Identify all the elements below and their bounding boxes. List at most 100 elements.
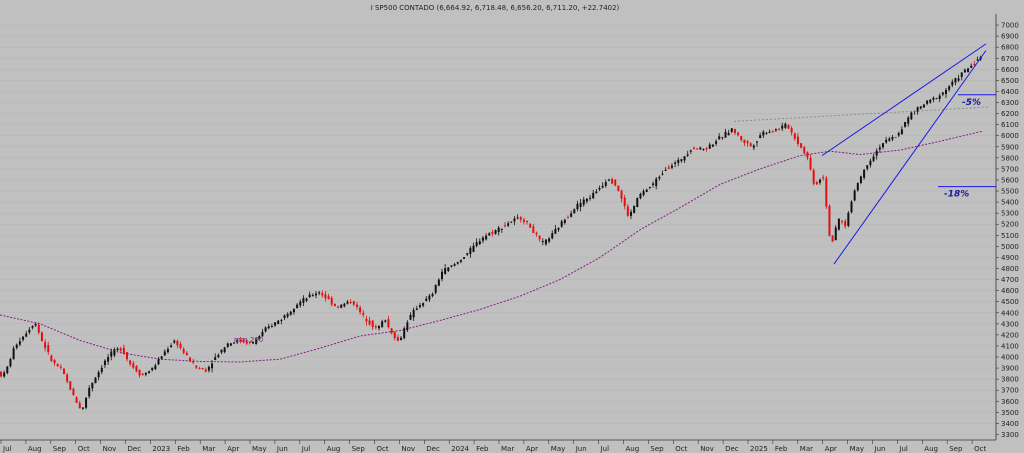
candle-129 (406, 320, 409, 332)
y-tick-label-3700: 3700 (1001, 387, 1019, 395)
candle-134 (422, 302, 425, 308)
candle-48 (151, 367, 154, 372)
x-tick-label-15: Oct (377, 445, 389, 453)
candle-219 (689, 149, 692, 154)
candle-101 (318, 290, 321, 296)
x-tick-label-10: May (252, 445, 266, 453)
candle-232 (730, 128, 733, 134)
candle-242 (762, 130, 765, 139)
y-tick-label-4800: 4800 (1001, 265, 1019, 273)
x-tick-label-18: 2024 (451, 445, 469, 453)
candle-275 (866, 165, 869, 171)
candle-287 (904, 121, 907, 128)
x-tick-label-37: Aug (924, 445, 938, 453)
y-tick-label-6700: 6700 (1001, 55, 1019, 63)
candle-280 (882, 142, 884, 150)
candle-127 (400, 336, 403, 341)
candle-212 (667, 164, 670, 170)
candle-247 (778, 127, 781, 131)
candle-292 (919, 106, 922, 110)
candle-267 (841, 220, 844, 225)
candle-161 (507, 221, 510, 228)
candle-20 (63, 368, 65, 375)
resistance-dotted-line (733, 106, 991, 122)
candle-16 (50, 354, 53, 362)
candle-172 (541, 238, 544, 246)
candle-17 (53, 359, 56, 366)
candle-173 (544, 239, 547, 246)
candle-105 (330, 296, 333, 307)
candle-55 (173, 339, 176, 344)
chart-title: I SP500 CONTADO (6,664.92, 6,718.48, 6,6… (371, 4, 620, 12)
candle-228 (718, 133, 721, 140)
y-tick-label-6400: 6400 (1001, 88, 1019, 96)
x-tick-label-12: Jul (301, 445, 311, 453)
candle-110 (346, 299, 349, 305)
candle-221 (696, 148, 699, 150)
annotation-0: -5% (962, 98, 981, 108)
candle-74 (233, 341, 236, 344)
candle-191 (601, 182, 604, 189)
candle-114 (359, 305, 362, 315)
candle-50 (157, 356, 160, 366)
candle-216 (680, 158, 683, 163)
candle-177 (557, 227, 560, 232)
x-tick-label-0: Jul (2, 445, 12, 453)
candle-63 (198, 366, 201, 370)
candle-176 (554, 225, 557, 235)
y-tick-label-5900: 5900 (1001, 143, 1019, 151)
candle-222 (699, 146, 702, 151)
candle-255 (803, 145, 806, 155)
candle-211 (664, 167, 667, 171)
candle-98 (308, 291, 311, 298)
x-tick-label-16: Nov (401, 445, 415, 453)
candle-170 (535, 231, 538, 237)
candle-196 (617, 185, 620, 192)
candle-309 (973, 60, 976, 67)
candle-220 (693, 146, 695, 150)
candle-163 (513, 216, 516, 226)
y-axis-ticks: 3300 3400 3500 3600 3700 3800 3900 4000 4100 4200… (996, 22, 1019, 439)
candle-8 (25, 331, 28, 338)
candle-164 (516, 214, 519, 220)
candle-119 (374, 324, 377, 330)
x-tick-label-35: Jun (874, 445, 886, 453)
ma-200-line (0, 130, 983, 363)
candle-159 (500, 228, 503, 233)
candle-123 (387, 315, 390, 329)
candle-271 (853, 189, 856, 202)
y-tick-label-5300: 5300 (1001, 210, 1019, 218)
candle-85 (267, 323, 270, 330)
candle-45 (141, 372, 144, 376)
candle-304 (957, 74, 960, 83)
candle-207 (652, 181, 655, 188)
candle-238 (749, 142, 752, 147)
y-tick-label-6200: 6200 (1001, 110, 1019, 118)
candle-306 (963, 68, 966, 73)
y-tick-label-3400: 3400 (1001, 420, 1019, 428)
candle-162 (510, 221, 513, 224)
candle-240 (756, 141, 758, 147)
y-tick-label-4500: 4500 (1001, 298, 1019, 306)
candle-3 (9, 357, 12, 368)
candle-308 (970, 63, 973, 69)
x-tick-label-9: Apr (227, 445, 239, 453)
candle-83 (261, 328, 264, 337)
candle-184 (579, 199, 582, 212)
candle-263 (828, 204, 831, 237)
candle-215 (677, 157, 680, 167)
candle-273 (859, 175, 862, 185)
x-tick-label-2: Sep (53, 445, 67, 453)
candle-246 (774, 128, 777, 132)
candle-171 (538, 234, 541, 242)
candle-131 (412, 307, 415, 322)
candle-34 (107, 353, 110, 366)
candle-141 (444, 263, 447, 275)
candle-90 (283, 314, 286, 321)
candle-18 (56, 363, 59, 367)
candle-137 (431, 292, 434, 298)
candle-57 (179, 341, 182, 350)
candle-272 (856, 182, 859, 192)
trendlines (733, 43, 996, 265)
